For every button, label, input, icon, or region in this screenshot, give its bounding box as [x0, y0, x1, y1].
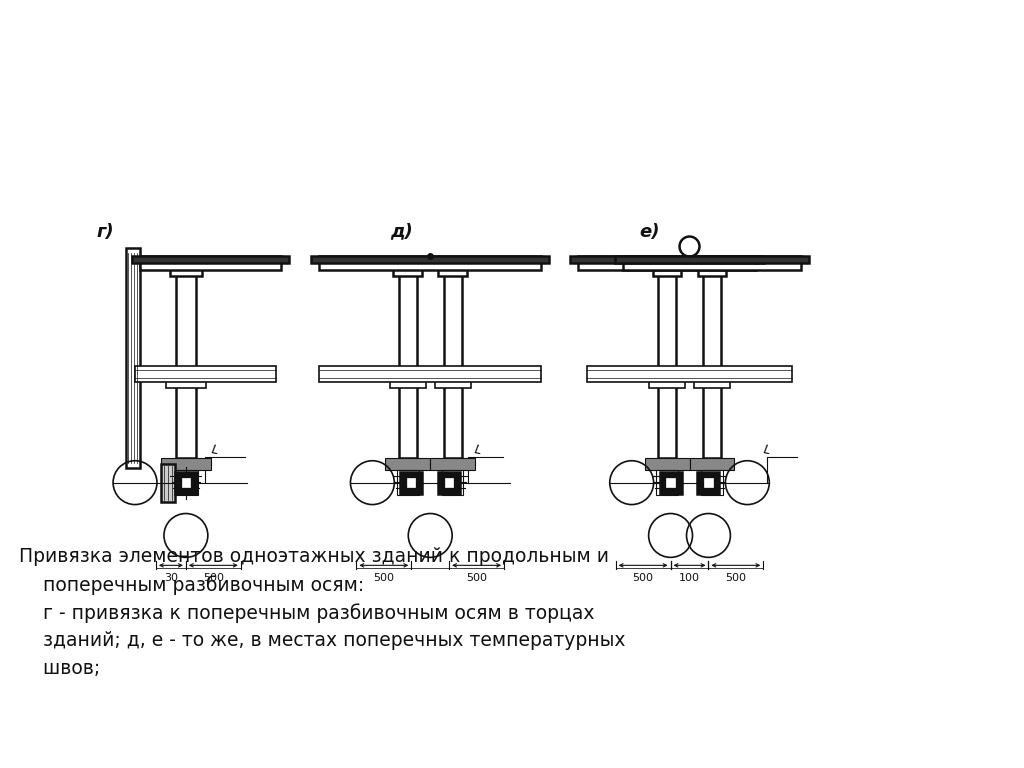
Bar — [393, 259, 422, 276]
Bar — [697, 259, 726, 276]
Text: е): е) — [640, 223, 660, 240]
Text: поперечным разбивочным осям:: поперечным разбивочным осям: — [19, 575, 365, 595]
Text: 500: 500 — [203, 574, 224, 584]
Bar — [445, 478, 454, 487]
Bar — [697, 472, 720, 494]
Text: Привязка элементов одноэтажных зданий к продольным и: Привязка элементов одноэтажных зданий к … — [19, 548, 609, 567]
Bar — [624, 257, 801, 270]
Bar — [656, 470, 678, 495]
Bar — [570, 257, 764, 263]
Bar — [443, 259, 462, 458]
Text: зданий; д, е - то же, в местах поперечных температурных: зданий; д, е - то же, в местах поперечны… — [19, 631, 626, 650]
Bar — [442, 470, 464, 495]
Bar — [438, 472, 460, 494]
Bar — [135, 366, 275, 382]
Bar — [435, 376, 471, 388]
Bar — [667, 478, 675, 487]
Text: L: L — [210, 442, 219, 457]
Text: 500: 500 — [725, 574, 746, 584]
Bar — [658, 259, 676, 458]
Text: швов;: швов; — [19, 659, 100, 678]
Bar — [166, 376, 206, 388]
Bar — [176, 259, 196, 458]
Bar — [319, 257, 542, 270]
Bar — [703, 259, 721, 458]
Bar — [694, 376, 730, 388]
Bar — [174, 470, 198, 495]
Text: г): г) — [96, 223, 114, 240]
Bar — [408, 478, 416, 487]
Bar — [689, 458, 734, 470]
Bar — [652, 259, 681, 276]
Bar — [170, 259, 202, 276]
Bar — [430, 458, 475, 470]
Bar — [398, 259, 417, 458]
Bar — [615, 257, 809, 263]
Bar — [649, 376, 685, 388]
Bar — [175, 472, 197, 494]
Bar — [579, 257, 756, 270]
Text: 100: 100 — [679, 574, 700, 584]
Bar — [705, 478, 713, 487]
Bar — [400, 472, 422, 494]
Text: L: L — [762, 442, 771, 457]
Text: 30: 30 — [164, 574, 178, 584]
Bar — [181, 478, 190, 487]
Bar — [701, 470, 723, 495]
Text: 500: 500 — [466, 574, 487, 584]
Bar — [659, 472, 682, 494]
Text: L: L — [473, 442, 482, 457]
Text: д): д) — [390, 223, 413, 240]
Bar — [132, 257, 289, 263]
Bar — [161, 458, 211, 470]
Bar — [645, 458, 689, 470]
Bar — [311, 257, 550, 263]
Bar — [588, 366, 792, 382]
Text: 500: 500 — [633, 574, 653, 584]
Bar — [397, 470, 419, 495]
Bar — [319, 366, 542, 382]
Bar — [385, 458, 430, 470]
Bar — [390, 376, 426, 388]
Text: 500: 500 — [374, 574, 394, 584]
Bar — [126, 249, 140, 468]
Bar — [438, 259, 467, 276]
Bar — [140, 257, 281, 270]
Bar — [161, 464, 175, 502]
Text: г - привязка к поперечным разбивочным осям в торцах: г - привязка к поперечным разбивочным ос… — [19, 603, 595, 623]
